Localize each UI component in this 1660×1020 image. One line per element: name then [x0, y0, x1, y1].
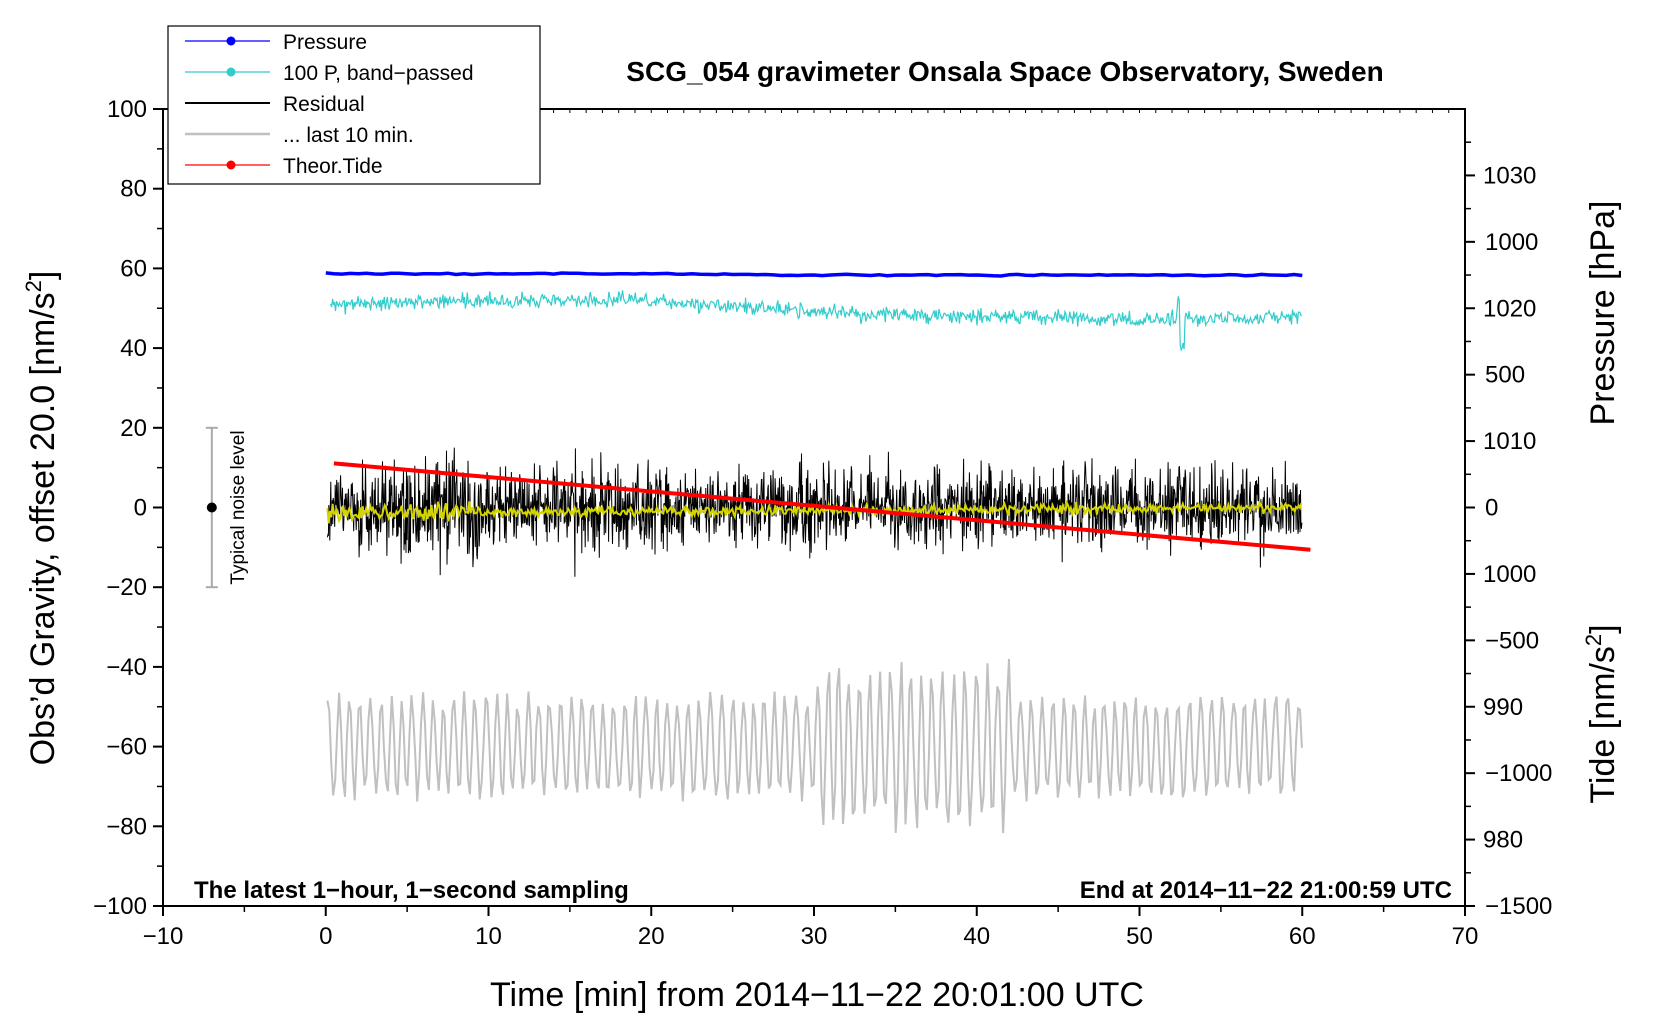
pressure-tick-label: 980: [1483, 827, 1523, 854]
y-tick-label: −60: [106, 734, 147, 761]
legend-label: 100 P, band−passed: [283, 62, 474, 85]
series-layer: [325, 271, 1311, 834]
residual-line: [326, 447, 1303, 577]
legend: Pressure 100 P, band−passed Residual ... la…: [167, 25, 541, 185]
tide-tick-label: −1500: [1485, 893, 1552, 920]
y-tick-label: 20: [120, 415, 147, 442]
x-tick-label: 20: [638, 923, 665, 950]
y-axis-title-left-superscript: 2: [21, 280, 46, 292]
tide-tick-label: 1000: [1485, 229, 1538, 256]
noise-level-marker: Typical noise level: [205, 426, 249, 589]
y-tick-label: 80: [120, 176, 147, 203]
y-axis-title-tide-close: ]: [1584, 624, 1622, 633]
x-tick-label: 10: [475, 923, 502, 950]
chart-title: SCG_054 gravimeter Onsala Space Observat…: [626, 56, 1383, 87]
x-tick-label: 60: [1289, 923, 1316, 950]
y-tick-label: −20: [106, 574, 147, 601]
pressure-tick-label: 1010: [1483, 428, 1536, 455]
pressure-tick-label: 1030: [1483, 162, 1536, 189]
pressure-tick-label: 1020: [1483, 295, 1536, 322]
y-axis-title-left: Obs’d Gravity, offset 20.0 [nm/s2]: [21, 271, 62, 766]
pressure-line: [325, 271, 1303, 278]
theoretical-tide-line: [333, 461, 1311, 552]
x-tick-label: 50: [1126, 923, 1153, 950]
x-tick-label: 70: [1452, 923, 1479, 950]
x-tick-label: −10: [143, 923, 184, 950]
band-passed-pressure-line: [330, 290, 1302, 352]
y-axis-title-left-close: ]: [24, 271, 62, 280]
y-tick-label: 100: [107, 96, 147, 123]
tide-tick-label: −500: [1485, 627, 1539, 654]
legend-label: Residual: [283, 93, 365, 116]
footnote-end-time: End at 2014−11−22 21:00:59 UTC: [1080, 877, 1452, 904]
y-tick-label: 40: [120, 335, 147, 362]
x-tick-label: 40: [963, 923, 990, 950]
pressure-tick-label: 1000: [1483, 561, 1536, 588]
y-axis-title-left-main: Obs’d Gravity, offset 20.0 [nm/s: [24, 292, 62, 765]
y-tick-label: −100: [93, 893, 147, 920]
pressure-tick-label: 990: [1483, 694, 1523, 721]
legend-label: Theor.Tide: [283, 155, 383, 178]
last-10-min-line: [326, 658, 1303, 834]
legend-label: Pressure: [283, 31, 367, 54]
noise-level-dot: [206, 502, 217, 513]
legend-marker: [226, 67, 236, 77]
legend-box: [167, 25, 541, 185]
y-axis-title-tide-main: Tide [nm/s: [1584, 646, 1622, 803]
legend-label: ... last 10 min.: [283, 124, 414, 147]
tick-marks: −10 0 10 20 30 40 50 60 70100806040200−20−40−60−…: [93, 96, 1552, 950]
legend-marker: [226, 36, 236, 46]
y-tick-label: 0: [134, 495, 147, 522]
y-axis-title-pressure: Pressure [hPa]: [1584, 201, 1622, 426]
y-tick-label: 60: [120, 255, 147, 282]
x-axis-title: Time [min] from 2014−11−22 20:01:00 UTC: [490, 976, 1144, 1014]
y-tick-label: −80: [106, 813, 147, 840]
y-axis-title-tide-superscript: 2: [1581, 634, 1606, 646]
residual-smoothed-line: [326, 498, 1303, 524]
tide-tick-label: 0: [1485, 495, 1498, 522]
footnote-sampling: The latest 1−hour, 1−second sampling: [194, 877, 629, 904]
y-tick-label: −40: [106, 654, 147, 681]
x-tick-label: 30: [801, 923, 828, 950]
noise-level-label: Typical noise level: [228, 430, 249, 584]
y-axis-title-tide: Tide [nm/s2]: [1581, 624, 1622, 803]
x-tick-label: 0: [319, 923, 332, 950]
tide-tick-label: 500: [1485, 362, 1525, 389]
tide-tick-label: −1000: [1485, 760, 1552, 787]
legend-marker: [226, 160, 236, 170]
